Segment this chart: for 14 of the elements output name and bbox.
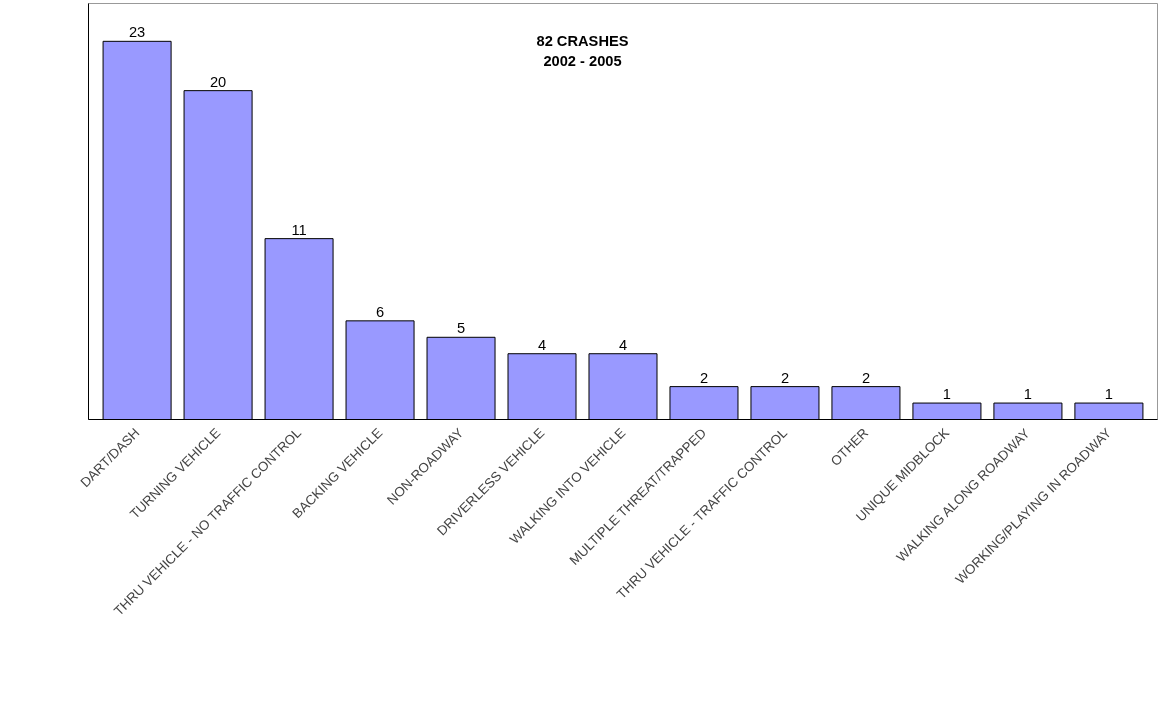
data-label: 6 bbox=[375, 303, 385, 320]
data-label: 2 bbox=[861, 369, 871, 386]
data-label: 4 bbox=[537, 336, 547, 353]
data-label: 1 bbox=[1104, 386, 1113, 403]
chart-title: 82 CRASHES 2002 - 2005 bbox=[536, 32, 629, 69]
data-label: 1 bbox=[942, 386, 952, 403]
data-label: 11 bbox=[291, 221, 307, 238]
data-label: 5 bbox=[456, 320, 466, 337]
data-label: 1 bbox=[1023, 386, 1032, 403]
data-label: 23 bbox=[128, 24, 146, 41]
data-label: 2 bbox=[699, 369, 709, 386]
data-label: 4 bbox=[618, 336, 628, 353]
data-label: 2 bbox=[780, 369, 790, 386]
data-label: 20 bbox=[209, 73, 227, 90]
